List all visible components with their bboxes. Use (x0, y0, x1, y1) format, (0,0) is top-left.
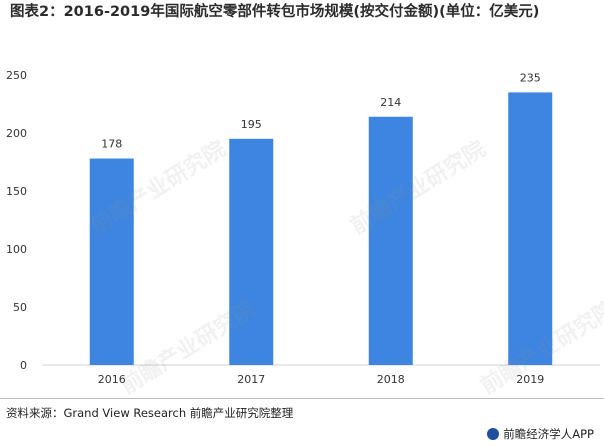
x-tick-label: 2019 (516, 373, 544, 386)
data-label: 178 (101, 138, 122, 151)
x-tick-label: 2018 (377, 373, 405, 386)
data-label: 195 (241, 118, 262, 131)
brand-logo-icon (487, 428, 500, 440)
y-tick-label: 100 (6, 243, 27, 256)
bar (229, 138, 274, 365)
y-tick-label: 200 (6, 127, 27, 140)
source-note: 资料来源：Grand View Research 前瞻产业研究院整理 (6, 406, 294, 420)
bars: 178 195 214 235 (89, 71, 553, 366)
brand-label: 前瞻经济学人APP (503, 427, 594, 441)
x-tick-label: 2017 (237, 373, 265, 386)
x-tick-label: 2016 (98, 373, 126, 386)
bar (508, 92, 553, 366)
x-axis: 2016 2017 2018 2019 (98, 373, 545, 386)
brand: 前瞻经济学人APP (487, 426, 594, 442)
y-axis: 0 50 100 150 200 250 (6, 69, 27, 372)
bar (368, 116, 413, 365)
y-tick-label: 50 (13, 301, 27, 314)
y-tick-label: 250 (6, 69, 27, 82)
y-tick-label: 0 (20, 359, 27, 372)
y-tick-label: 150 (6, 185, 27, 198)
data-label: 235 (520, 71, 541, 84)
bar (89, 158, 134, 365)
data-label: 214 (380, 96, 401, 109)
chart-title: 图表2：2016-2019年国际航空零部件转包市场规模(按交付金额)(单位：亿美… (10, 4, 540, 20)
footer-divider (0, 398, 604, 399)
